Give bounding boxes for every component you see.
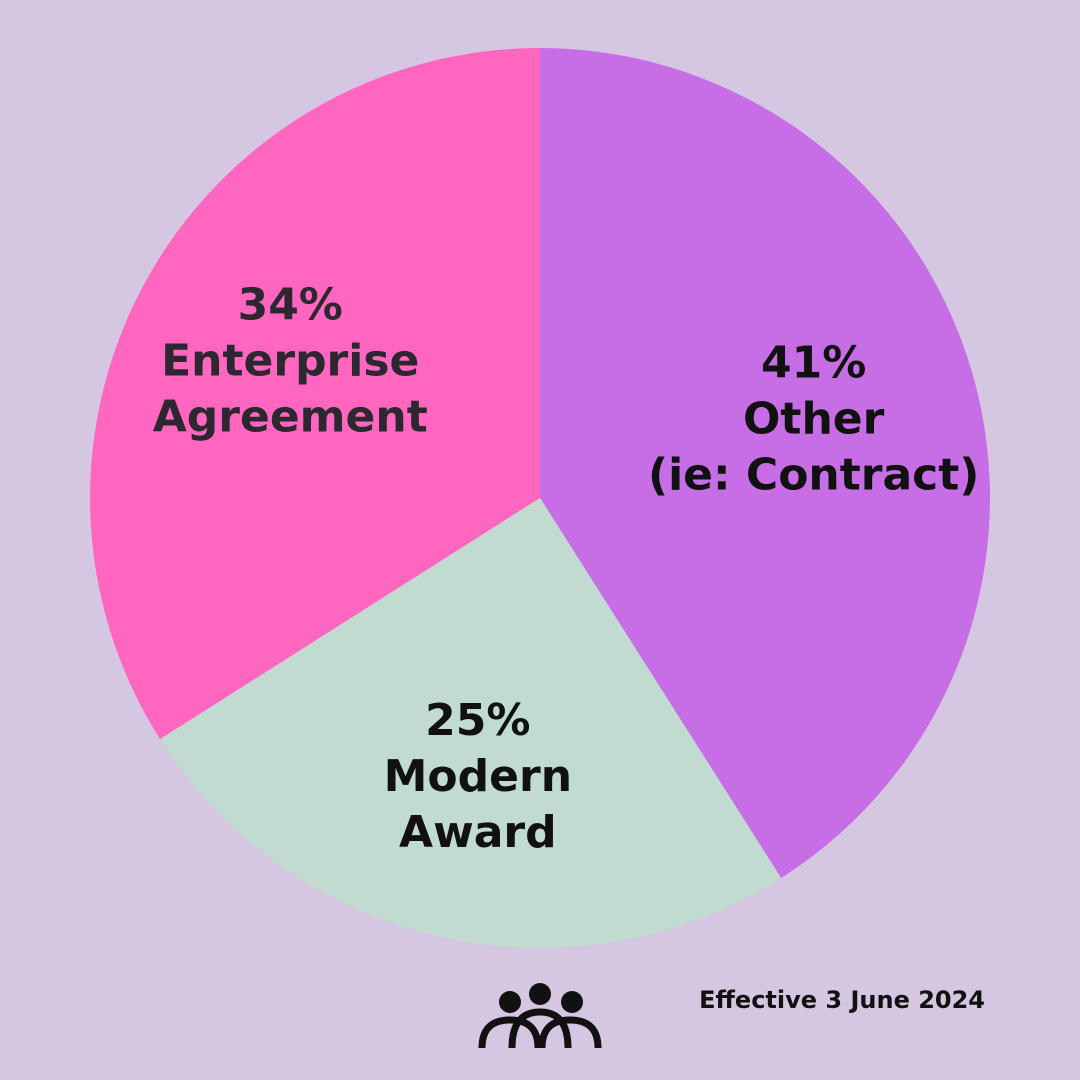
three-people-icon [478, 983, 602, 1049]
slice-percent-0: 41% [761, 337, 866, 388]
slice-percent-1: 25% [425, 695, 530, 746]
pie-slice-1 [160, 498, 782, 948]
slice-label-2: 34% Enterprise Agreement [153, 280, 428, 443]
slice-name-2-line-2: Agreement [153, 392, 428, 443]
slice-name-2-line-1: Enterprise [161, 336, 419, 387]
pie-slice-2 [90, 48, 541, 740]
slice-label-1: 25% Modern Award [384, 695, 572, 858]
slice-label-0: 41% Other (ie: Contract) [648, 337, 979, 500]
pie-slice-0 [540, 48, 990, 878]
slice-name-1-line-1: Modern [384, 751, 572, 802]
slice-name-0-line-2: (ie: Contract) [648, 449, 979, 500]
slice-name-1-line-2: Award [399, 807, 557, 858]
slice-name-0-line-1: Other [743, 393, 885, 444]
slice-percent-2: 34% [238, 280, 343, 331]
effective-date: Effective 3 June 2024 [699, 986, 985, 1014]
